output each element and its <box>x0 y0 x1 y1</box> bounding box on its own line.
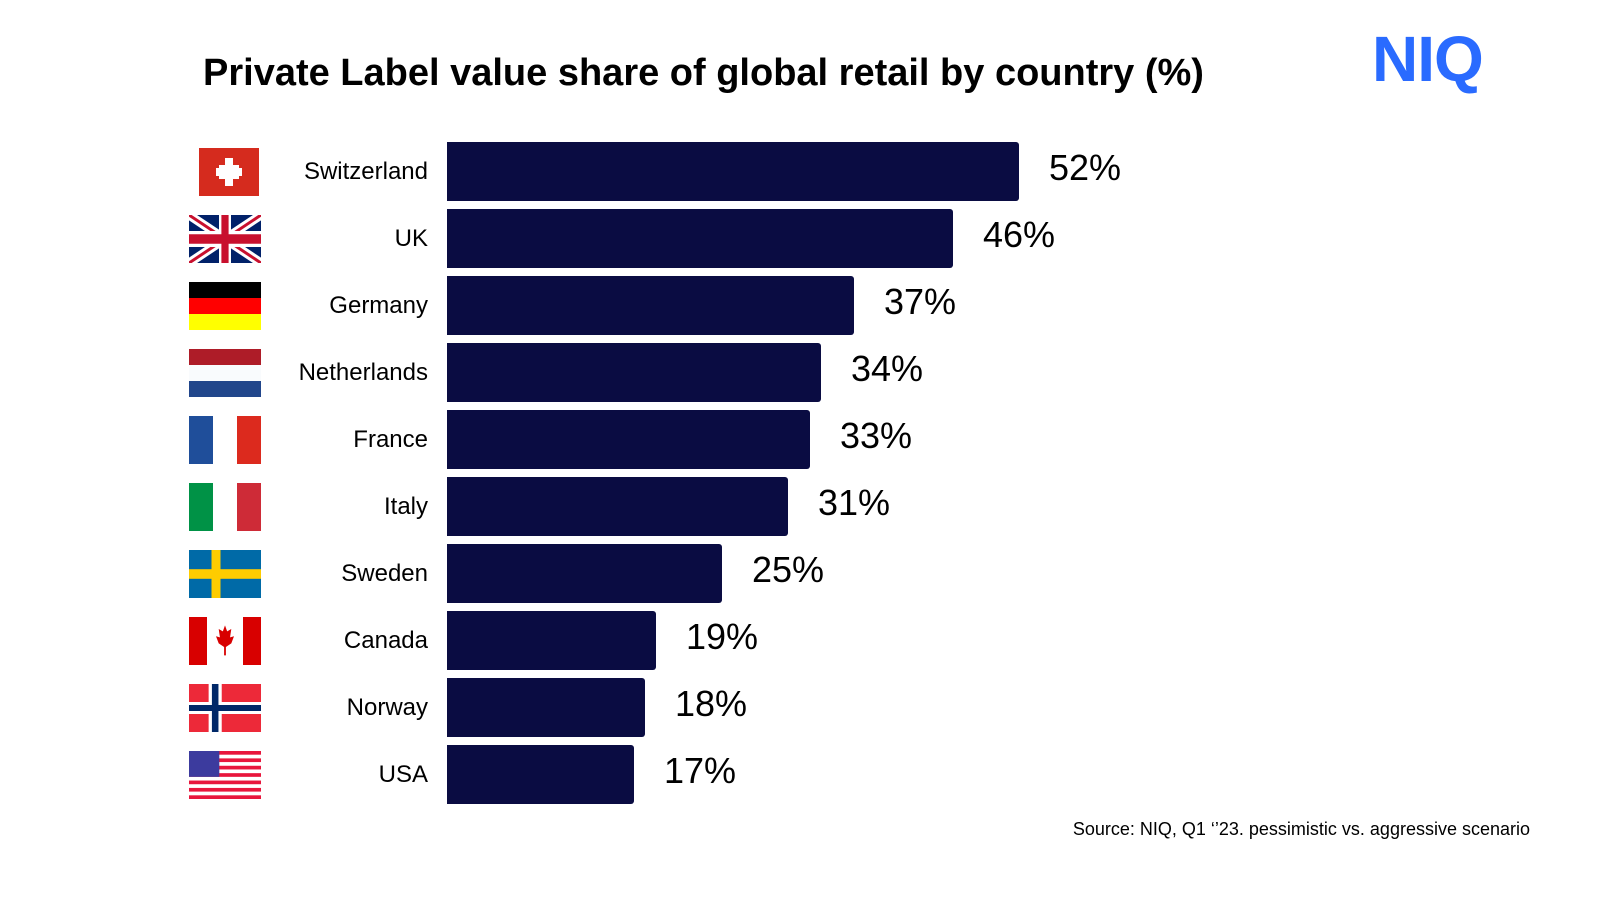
data-label: 52% <box>1049 147 1122 188</box>
bar <box>447 745 634 804</box>
data-label: 31% <box>818 482 891 523</box>
bar-row: Canada 19% <box>0 611 1300 670</box>
bar-row: Italy 31% <box>0 477 1300 536</box>
category-label: France <box>353 426 428 453</box>
category-label: Germany <box>329 292 428 319</box>
bar <box>447 209 953 268</box>
category-label: Sweden <box>341 560 428 587</box>
category-label: Italy <box>383 493 428 520</box>
data-label: 46% <box>983 214 1056 255</box>
bar <box>447 544 722 603</box>
bar-row: Switzerland 52% <box>0 142 1300 201</box>
category-label: UK <box>394 225 428 252</box>
bar <box>447 276 854 335</box>
bar <box>447 477 788 536</box>
bar <box>447 410 810 469</box>
bar <box>447 678 645 737</box>
category-label: Norway <box>346 694 428 721</box>
bar-row: France 33% <box>0 410 1300 469</box>
bar <box>447 343 821 402</box>
bar-row: Norway 18% <box>0 678 1300 737</box>
sweden-flag-icon <box>189 550 261 598</box>
bar <box>447 611 656 670</box>
data-label: 33% <box>840 415 913 456</box>
italy-flag-icon <box>189 483 261 531</box>
germany-flag-icon <box>189 282 261 330</box>
bar-row: USA 17% <box>0 745 1300 804</box>
norway-flag-icon <box>189 684 261 732</box>
data-label: 18% <box>675 683 748 724</box>
usa-flag-icon <box>189 751 261 799</box>
data-label: 17% <box>664 750 737 791</box>
data-label: 25% <box>752 549 825 590</box>
bar-row: Sweden 25% <box>0 544 1300 603</box>
category-label: Switzerland <box>303 158 428 185</box>
bar-row: Netherlands 34% <box>0 343 1300 402</box>
canada-flag-icon <box>189 617 261 665</box>
bar <box>447 142 1019 201</box>
uk-flag-icon <box>187 210 263 268</box>
switzerland-flag-icon <box>189 148 261 196</box>
source-note: Source: NIQ, Q1 ‘’23. pessimistic vs. ag… <box>1072 819 1530 839</box>
bar-row: Germany 37% <box>0 276 1300 335</box>
bar-row: UK 46% <box>0 209 1300 268</box>
category-label: Netherlands <box>298 359 428 386</box>
category-label: Canada <box>343 627 428 654</box>
france-flag-icon <box>189 416 261 464</box>
niq-logo: NIQ <box>1372 23 1484 95</box>
category-label: USA <box>378 761 428 788</box>
data-label: 37% <box>884 281 957 322</box>
netherlands-flag-icon <box>189 349 261 397</box>
data-label: 34% <box>851 348 924 389</box>
data-label: 19% <box>686 616 759 657</box>
chart-title: Private Label value share of global reta… <box>203 52 1204 94</box>
